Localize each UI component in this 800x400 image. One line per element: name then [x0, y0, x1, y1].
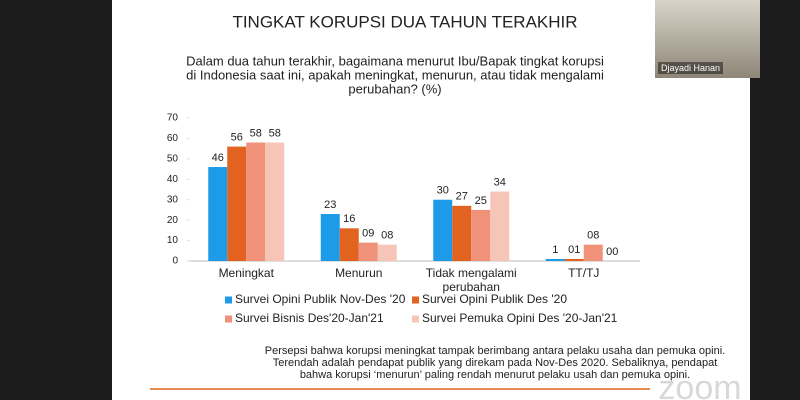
x-tick-label: Tidak mengalami perubahan: [425, 266, 517, 294]
legend-swatch: [225, 296, 232, 304]
bar: [433, 199, 453, 261]
data-label: 56: [231, 132, 243, 144]
y-tick-label: 70: [167, 113, 179, 124]
data-label: 58: [250, 127, 262, 139]
data-label: 27: [456, 191, 468, 203]
note: Persepsi bahwa korupsi meningkat tampak …: [265, 345, 725, 357]
y-tick-label: 10: [167, 235, 179, 246]
data-label: 09: [362, 228, 374, 240]
video-tile: Djayadi Hanan: [655, 0, 760, 78]
bar: [452, 205, 472, 261]
y-tick-label: 20: [167, 215, 179, 226]
bar: [358, 242, 378, 261]
chart-title: TINGKAT KORUPSI DUA TAHUN TERAKHIR: [232, 12, 577, 31]
bar: [545, 258, 565, 261]
data-label: 25: [475, 195, 487, 207]
note: Terendah adalah pendapat publik yang dir…: [273, 357, 718, 369]
y-tick-label: 40: [167, 174, 179, 185]
legend-label: Survei Opini Publik Des '20: [422, 292, 567, 306]
y-tick-label: 60: [167, 133, 179, 144]
legend-swatch: [412, 315, 419, 323]
data-label: 08: [381, 230, 393, 242]
data-label: 23: [324, 199, 336, 211]
legend-label: Survei Opini Publik Nov-Des '20: [235, 292, 406, 306]
legend-swatch: [412, 296, 419, 304]
bar: [490, 191, 510, 261]
bar: [208, 167, 228, 261]
bar: [227, 146, 247, 261]
data-label: 46: [212, 152, 224, 164]
bar: [339, 228, 359, 261]
data-label: 00: [606, 246, 618, 258]
bar: [583, 244, 603, 261]
bar: [246, 142, 266, 261]
bar: [564, 258, 584, 261]
legend-label: Survei Pemuka Opini Des '20-Jan'21: [422, 311, 618, 325]
subtitle: Dalam dua tahun terakhir, bagaimana menu…: [186, 53, 604, 68]
legend-swatch: [225, 315, 232, 323]
y-tick-label: 50: [167, 153, 179, 164]
data-label: 58: [269, 127, 281, 139]
data-label: 30: [437, 185, 449, 197]
note: bahwa korupsi ‘menurun’ paling rendah me…: [300, 369, 690, 381]
data-label: 1: [552, 244, 558, 256]
x-tick-label: Menurun: [335, 266, 383, 280]
bar: [377, 244, 397, 261]
watermark: zoom: [658, 369, 741, 400]
subtitle: di Indonesia saat ini, apakah meningkat,…: [186, 67, 604, 82]
y-tick-label: 30: [167, 194, 179, 205]
data-label: 34: [494, 176, 506, 188]
data-label: 16: [343, 213, 355, 225]
bar: [320, 214, 340, 261]
bar: [471, 209, 491, 261]
y-tick-label: 0: [172, 256, 178, 267]
data-label: 01: [568, 244, 580, 256]
data-label: 08: [587, 230, 599, 242]
bar: [265, 142, 285, 261]
x-tick-label: TT/TJ: [568, 266, 600, 280]
legend-label: Survei Bisnis Des'20-Jan'21: [235, 311, 384, 325]
participant-name: Djayadi Hanan: [658, 62, 724, 74]
subtitle: perubahan? (%): [348, 81, 441, 96]
x-tick-label: Meningkat: [218, 266, 274, 280]
